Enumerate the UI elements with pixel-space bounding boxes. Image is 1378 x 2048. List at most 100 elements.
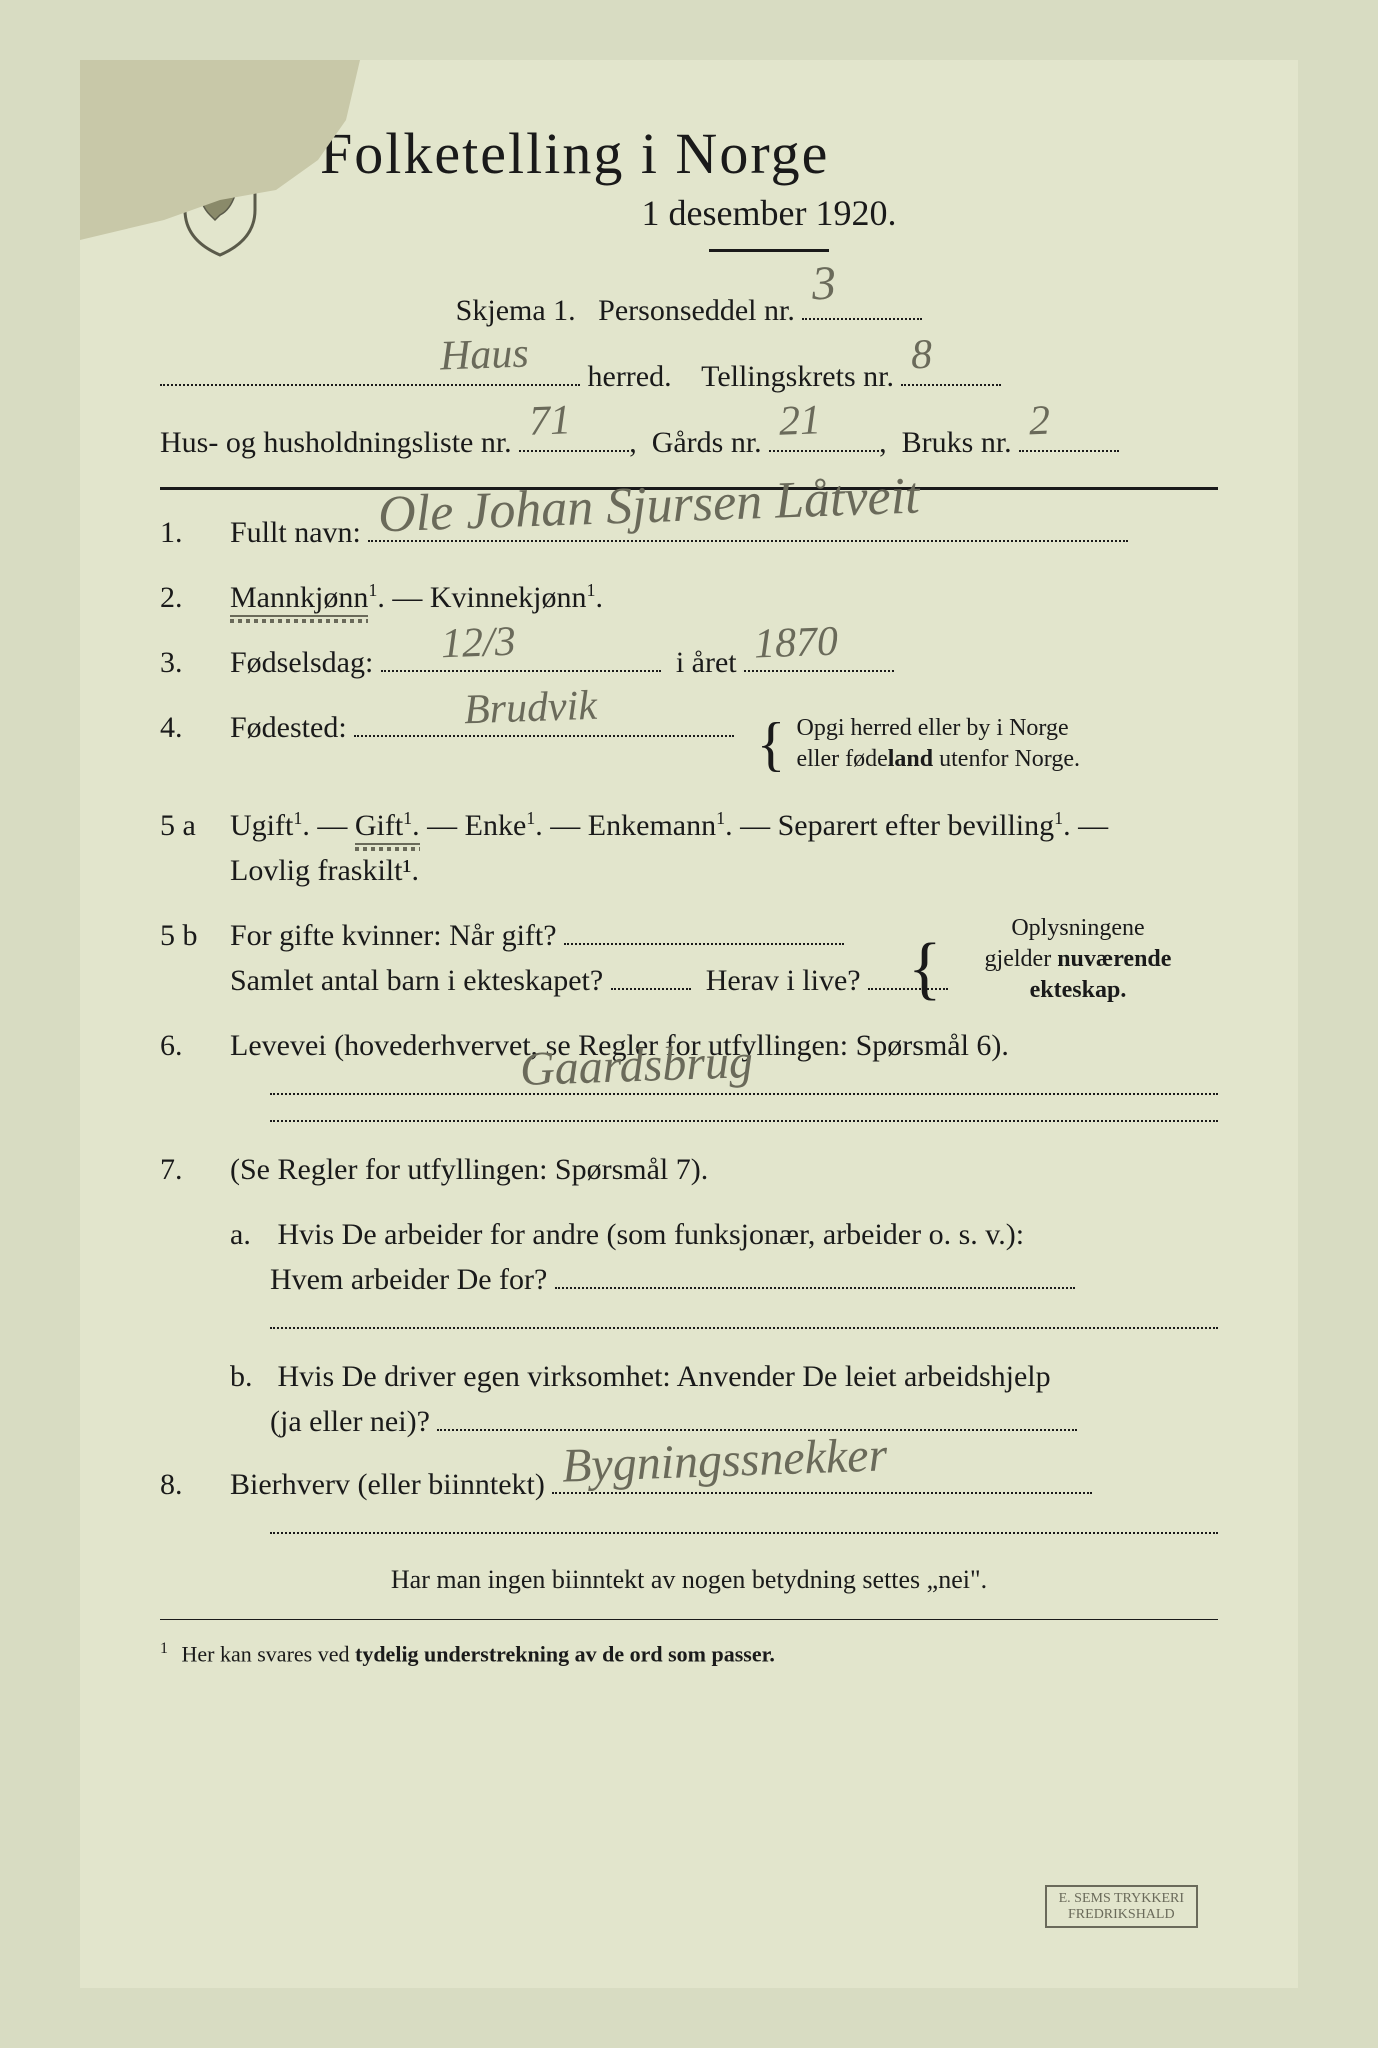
f5b-barn-field bbox=[611, 988, 691, 990]
herred-field: Haus bbox=[160, 384, 580, 386]
bruks-label: Bruks nr. bbox=[902, 426, 1012, 459]
f2-mannkjonn: Mannkjønn bbox=[230, 581, 368, 617]
f8-value: Bygningssnekker bbox=[561, 1419, 889, 1502]
f3-year-label: i året bbox=[676, 646, 737, 679]
f3-day-value: 12/3 bbox=[440, 611, 517, 677]
footnote-text: Her kan svares ved tydelig understreknin… bbox=[182, 1641, 775, 1666]
brace-left-icon: { bbox=[908, 923, 942, 1014]
herred-line: Haus herred. Tellingskrets nr. 8 bbox=[160, 353, 1218, 401]
f5a-gift: Gift1. bbox=[355, 809, 420, 845]
field-1-content: Fullt navn: Ole Johan Sjursen Låtveit bbox=[230, 510, 1218, 555]
f1-field: Ole Johan Sjursen Låtveit bbox=[368, 540, 1128, 542]
main-title: Folketelling i Norge bbox=[320, 120, 1218, 187]
f6-value-line: Gaardsbrug bbox=[270, 1093, 1218, 1095]
f8-field: Bygningssnekker bbox=[552, 1492, 1092, 1494]
field-5b: 5 b For gifte kvinner: Når gift? Samlet … bbox=[160, 913, 1218, 1003]
person-nr-field: 3 bbox=[802, 318, 922, 320]
person-label: Personseddel nr. bbox=[598, 294, 795, 327]
field-3-content: Fødselsdag: 12/3 i året 1870 bbox=[230, 640, 1218, 685]
hus-value: 71 bbox=[528, 387, 572, 456]
stamp-line2: FREDRIKSHALD bbox=[1068, 1907, 1175, 1922]
field-7a: a. Hvis De arbeider for andre (som funks… bbox=[230, 1212, 1218, 1302]
f4-note-line1: Opgi herred eller by i Norge bbox=[796, 715, 1068, 741]
f3-day-field: 12/3 bbox=[381, 670, 661, 672]
f4-note-line2: eller fødeland utenfor Norge. bbox=[796, 746, 1080, 772]
brace-icon: { bbox=[757, 705, 786, 783]
num-5b: 5 b bbox=[160, 913, 230, 1003]
herred-value: Haus bbox=[439, 320, 530, 390]
tellingskrets-field: 8 bbox=[901, 384, 1001, 386]
num-3: 3. bbox=[160, 640, 230, 685]
herred-label: herred. bbox=[588, 360, 672, 393]
f5a-enke: Enke1. bbox=[465, 809, 543, 842]
num-5a: 5 a bbox=[160, 803, 230, 893]
field-5b-content: For gifte kvinner: Når gift? Samlet anta… bbox=[230, 913, 1218, 1003]
f8-note: Har man ingen biinntekt av nogen betydni… bbox=[160, 1559, 1218, 1601]
f3-label: Fødselsdag: bbox=[230, 646, 373, 679]
num-1: 1. bbox=[160, 510, 230, 555]
gards-label: Gårds nr. bbox=[652, 426, 762, 459]
field-5a: 5 a Ugift1. — Gift1. — Enke1. — Enkemann… bbox=[160, 803, 1218, 893]
f7b-line1: Hvis De driver egen virksomhet: Anvender… bbox=[278, 1360, 1051, 1393]
hus-field: 71 bbox=[519, 450, 629, 452]
f3-year-value: 1870 bbox=[753, 611, 839, 677]
footnote-num: 1 bbox=[160, 1640, 168, 1657]
field-1: 1. Fullt navn: Ole Johan Sjursen Låtveit bbox=[160, 510, 1218, 555]
num-2: 2. bbox=[160, 575, 230, 620]
field-7: 7. (Se Regler for utfyllingen: Spørsmål … bbox=[160, 1147, 1218, 1192]
f7b-line2: (ja eller nei)? bbox=[270, 1405, 430, 1438]
field-3: 3. Fødselsdag: 12/3 i året 1870 bbox=[160, 640, 1218, 685]
f8-label: Bierhverv (eller biinntekt) bbox=[230, 1468, 545, 1501]
field-8-content: Bierhverv (eller biinntekt) Bygningssnek… bbox=[230, 1462, 1218, 1507]
num-6: 6. bbox=[160, 1023, 230, 1068]
hus-line: Hus- og husholdningsliste nr. 71 , Gårds… bbox=[160, 419, 1218, 467]
f5b-label: For gifte kvinner: Når gift? bbox=[230, 919, 557, 952]
bruks-field: 2 bbox=[1019, 450, 1119, 452]
bruks-value: 2 bbox=[1028, 387, 1051, 455]
tellingskrets-value: 8 bbox=[910, 321, 933, 389]
divider-footnote bbox=[160, 1619, 1218, 1620]
form-id-line: Skjema 1. Personseddel nr. 3 bbox=[160, 287, 1218, 335]
f5b-note1: Oplysningene bbox=[1011, 915, 1144, 941]
title-block: Folketelling i Norge 1 desember 1920. bbox=[320, 120, 1218, 277]
f1-value: Ole Johan Sjursen Låtveit bbox=[377, 458, 921, 555]
subtitle: 1 desember 1920. bbox=[320, 192, 1218, 234]
f7a-line2: Hvem arbeider De for? bbox=[270, 1263, 547, 1296]
f5a-ugift: Ugift1. bbox=[230, 809, 310, 842]
hus-label: Hus- og husholdningsliste nr. bbox=[160, 426, 512, 459]
f5b-live-label: Herav i live? bbox=[706, 964, 861, 997]
f5b-barn-label: Samlet antal barn i ekteskapet? bbox=[230, 964, 603, 997]
census-form-page: Folketelling i Norge 1 desember 1920. Sk… bbox=[80, 60, 1298, 1988]
f1-label: Fullt navn: bbox=[230, 516, 361, 549]
field-7-content: (Se Regler for utfyllingen: Spørsmål 7). bbox=[230, 1147, 1218, 1192]
f5b-note2: gjelder nuværende bbox=[985, 946, 1172, 972]
letter-a: a. bbox=[230, 1212, 270, 1257]
printer-stamp: E. SEMS TRYKKERI FREDRIKSHALD bbox=[1045, 1885, 1198, 1928]
f6-value: Gaardsbrug bbox=[519, 1034, 754, 1097]
f7-label: (Se Regler for utfyllingen: Spørsmål 7). bbox=[230, 1153, 708, 1186]
f4-value: Brudvik bbox=[463, 675, 598, 743]
field-4: 4. Fødested: Brudvik { Opgi herred eller… bbox=[160, 705, 1218, 783]
f6-blank-line bbox=[270, 1120, 1218, 1122]
field-8: 8. Bierhverv (eller biinntekt) Bygningss… bbox=[160, 1462, 1218, 1507]
f7a-line1: Hvis De arbeider for andre (som funksjon… bbox=[278, 1218, 1025, 1251]
gards-field: 21 bbox=[769, 450, 879, 452]
field-4-content: Fødested: Brudvik { Opgi herred eller by… bbox=[230, 705, 1218, 783]
num-8: 8. bbox=[160, 1462, 230, 1507]
f5a-fraskilt: Lovlig fraskilt¹. bbox=[230, 854, 419, 887]
f7a-field bbox=[555, 1287, 1075, 1289]
field-5a-content: Ugift1. — Gift1. — Enke1. — Enkemann1. —… bbox=[230, 803, 1218, 893]
field-2-content: Mannkjønn1. — Kvinnekjønn1. bbox=[230, 575, 1218, 620]
letter-b: b. bbox=[230, 1354, 270, 1399]
stamp-line1: E. SEMS TRYKKERI bbox=[1059, 1891, 1184, 1906]
f4-field: Brudvik bbox=[354, 735, 734, 737]
num-4: 4. bbox=[160, 705, 230, 783]
f5b-gift-field bbox=[564, 943, 844, 945]
f2-kvinnekjonn: Kvinnekjønn bbox=[430, 581, 587, 614]
sup-1a: 1 bbox=[368, 580, 377, 600]
f4-note: { Opgi herred eller by i Norge eller fød… bbox=[757, 705, 1080, 783]
f4-label: Fødested: bbox=[230, 711, 347, 744]
f8-blank-line bbox=[270, 1532, 1218, 1534]
field-2: 2. Mannkjønn1. — Kvinnekjønn1. bbox=[160, 575, 1218, 620]
person-nr-value: 3 bbox=[811, 246, 838, 324]
